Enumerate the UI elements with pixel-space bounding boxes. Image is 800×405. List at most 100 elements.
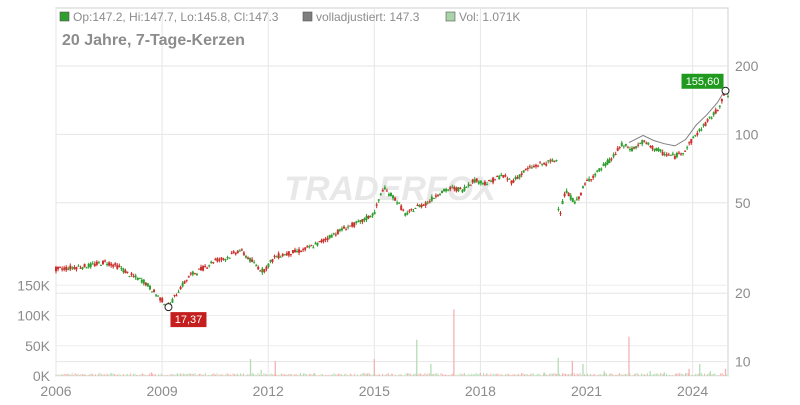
candle-body <box>455 187 458 192</box>
candle-body <box>261 268 264 273</box>
candle-body <box>93 263 96 266</box>
candle-body <box>114 263 117 266</box>
candle-body <box>55 266 57 272</box>
candle-body <box>618 147 621 149</box>
candle-body <box>106 263 109 265</box>
candle-body <box>267 263 270 267</box>
candle-body <box>285 253 288 256</box>
candle-body <box>259 270 262 272</box>
candle-body <box>369 215 372 218</box>
candle-body <box>704 122 707 127</box>
candle-body <box>669 154 672 156</box>
candle-body <box>543 162 546 165</box>
candle-body <box>506 178 509 180</box>
candle-body <box>89 263 92 267</box>
candle-body <box>485 184 488 186</box>
candle-body <box>696 132 699 135</box>
legend: Op:147.2, Hi:147.7, Lo:145.8, Cl:147.3 vo… <box>59 10 520 24</box>
candle-body <box>226 257 229 259</box>
candle-body <box>230 252 233 254</box>
candle-body <box>232 251 235 253</box>
candle-body <box>424 202 427 206</box>
candle-body <box>381 190 384 192</box>
candle-body <box>600 168 603 170</box>
adjusted-price-line <box>628 88 729 147</box>
candle-body <box>224 259 227 261</box>
candle-body <box>273 255 276 257</box>
chart-subtitle: 20 Jahre, 7-Tage-Kerzen <box>62 32 245 49</box>
candle-body <box>639 143 642 145</box>
candle-body <box>422 204 425 206</box>
candle-body <box>457 187 460 191</box>
candle-body <box>328 235 331 238</box>
candle-body <box>144 282 147 285</box>
candle-body <box>336 229 339 235</box>
candle-body <box>236 250 239 254</box>
candle-body <box>520 173 523 176</box>
candle-body <box>428 201 431 203</box>
candle-body <box>508 178 511 180</box>
candle-body <box>318 241 321 243</box>
candle-body <box>269 260 272 262</box>
x-tick-label: 2018 <box>465 383 496 399</box>
candle-body <box>345 229 348 231</box>
candle-body <box>120 267 123 269</box>
candle-body <box>279 256 282 258</box>
candle-body <box>228 257 231 259</box>
candle-body <box>439 194 441 196</box>
candle-body <box>177 291 180 293</box>
candle-body <box>483 181 486 185</box>
candle-body <box>153 289 156 293</box>
candle-body <box>498 176 501 180</box>
candle-body <box>238 250 241 252</box>
candle-body <box>436 195 439 197</box>
candle-body <box>579 192 582 195</box>
candle-body <box>702 124 705 126</box>
candle-body <box>569 195 572 200</box>
candle-body <box>373 212 376 215</box>
candle-body <box>379 193 382 195</box>
candle-body <box>665 154 668 156</box>
candle-body <box>604 163 607 167</box>
volume-tick-label: 50K <box>25 338 51 354</box>
candle-body <box>175 295 178 297</box>
candle-body <box>673 156 676 159</box>
candle-body <box>118 265 121 267</box>
candle-body <box>410 208 413 211</box>
x-tick-label: 2021 <box>571 383 602 399</box>
candle-body <box>461 189 464 193</box>
candle-body <box>671 153 674 155</box>
candle-body <box>110 263 113 266</box>
candle-body <box>475 178 478 182</box>
candle-body <box>359 220 362 222</box>
candle-body <box>577 196 580 199</box>
candle-body <box>320 240 323 243</box>
candle-body <box>649 146 652 148</box>
candle-body <box>132 275 135 277</box>
candle-body <box>302 249 305 251</box>
candle-body <box>710 117 713 119</box>
candle-body <box>598 168 601 171</box>
candle-body <box>510 180 513 184</box>
candle-body <box>590 179 593 181</box>
candle-body <box>573 201 576 204</box>
candle-body <box>637 144 640 146</box>
candle-body <box>240 249 243 251</box>
candle-body <box>624 144 627 146</box>
candle-body <box>83 263 86 268</box>
candle-body <box>85 267 88 269</box>
candle-body <box>494 179 497 181</box>
candle-body <box>253 262 256 264</box>
candle-body <box>469 184 472 186</box>
candle-body <box>541 163 544 165</box>
candle-body <box>647 142 650 145</box>
candle-body <box>181 282 184 287</box>
candle-body <box>614 153 617 155</box>
candle-body <box>155 294 158 296</box>
legend-swatch <box>445 11 456 22</box>
candle-body <box>408 210 411 212</box>
candle-body <box>65 266 68 271</box>
candle-body <box>675 152 678 158</box>
candle-body <box>99 264 102 266</box>
candle-body <box>214 259 217 261</box>
